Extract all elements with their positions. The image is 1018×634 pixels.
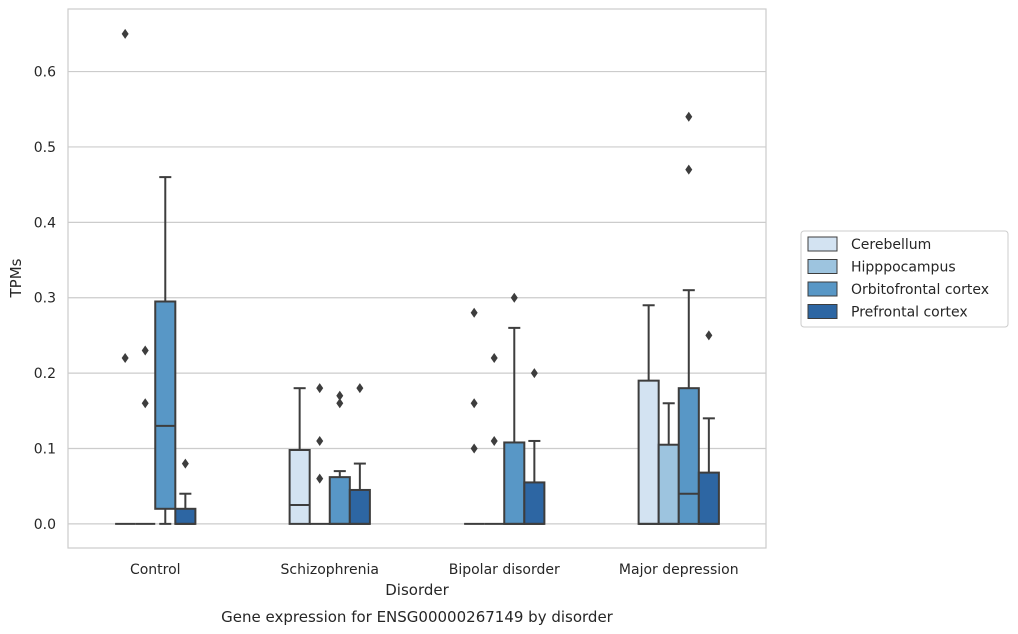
outlier-point bbox=[316, 435, 324, 446]
outlier-point bbox=[470, 398, 478, 409]
box-iqr bbox=[348, 488, 371, 525]
box-iqr bbox=[677, 387, 700, 525]
outlier-point bbox=[685, 164, 693, 175]
outlier-point bbox=[141, 398, 149, 409]
outlier-point bbox=[490, 435, 498, 446]
legend-swatch bbox=[807, 236, 838, 252]
box-prefrontal-cortex bbox=[697, 330, 720, 525]
outlier-point bbox=[141, 345, 149, 356]
box-prefrontal-cortex bbox=[174, 458, 197, 525]
outlier-point bbox=[316, 383, 324, 394]
x-tick-label: Control bbox=[130, 562, 181, 578]
box-iqr bbox=[523, 481, 546, 525]
y-tick-label: 0.3 bbox=[34, 291, 56, 307]
box-iqr bbox=[657, 443, 680, 525]
legend-label: Orbitofrontal cortex bbox=[851, 282, 989, 298]
box-iqr bbox=[174, 507, 197, 525]
box-series bbox=[115, 28, 720, 525]
legend-label: Prefrontal cortex bbox=[851, 305, 968, 321]
y-tick-label: 0.0 bbox=[34, 517, 56, 533]
box-prefrontal-cortex bbox=[523, 368, 546, 525]
x-tick-label: Schizophrenia bbox=[281, 562, 379, 578]
y-tick-label: 0.2 bbox=[34, 366, 56, 382]
outlier-point bbox=[356, 383, 364, 394]
outlier-point bbox=[336, 398, 344, 409]
y-tick-label: 0.4 bbox=[34, 215, 56, 231]
legend-swatch bbox=[807, 281, 838, 297]
y-axis-ticks: 0.0 0.1 0.2 0.3 0.4 0.5 0.6 bbox=[34, 65, 56, 533]
x-tick-label: Major depression bbox=[619, 562, 739, 578]
box-cerebellum bbox=[637, 304, 660, 525]
box-cerebellum bbox=[288, 387, 311, 525]
box-iqr bbox=[697, 471, 720, 525]
y-axis-label: TPMs bbox=[7, 258, 25, 298]
legend-label: Cerebellum bbox=[851, 237, 931, 253]
y-tick-label: 0.6 bbox=[34, 65, 56, 81]
box-iqr bbox=[328, 476, 351, 525]
legend-swatch bbox=[807, 304, 838, 319]
y-tick-label: 0.1 bbox=[34, 441, 56, 457]
plot-frame bbox=[67, 8, 767, 549]
box-hipppocampus bbox=[657, 402, 680, 525]
y-tick-label: 0.5 bbox=[34, 140, 56, 156]
outlier-point bbox=[121, 28, 129, 39]
outlier-point bbox=[685, 111, 693, 122]
box-iqr bbox=[154, 300, 177, 510]
legend-frame bbox=[800, 230, 1009, 328]
outlier-point bbox=[121, 353, 129, 364]
box-hipppocampus bbox=[309, 383, 330, 525]
legend: Cerebellum Hipppocampus Orbitofrontal cort… bbox=[800, 230, 1009, 328]
box-orbitofrontal-cortex bbox=[677, 111, 700, 525]
box-cerebellum bbox=[464, 307, 485, 525]
chart-caption: Gene expression for ENSG00000267149 by d… bbox=[221, 608, 614, 626]
x-axis-label: Disorder bbox=[385, 581, 449, 599]
box-orbitofrontal-cortex bbox=[154, 176, 177, 525]
box-orbitofrontal-cortex bbox=[503, 292, 526, 525]
box-orbitofrontal-cortex bbox=[328, 390, 351, 525]
outlier-point bbox=[316, 473, 324, 484]
outlier-point bbox=[470, 307, 478, 318]
box-iqr bbox=[637, 379, 660, 525]
box-iqr bbox=[503, 441, 526, 525]
outlier-point bbox=[181, 458, 189, 469]
box-hipppocampus bbox=[135, 345, 156, 525]
box-prefrontal-cortex bbox=[348, 383, 371, 525]
legend-swatch bbox=[807, 259, 838, 274]
box-hipppocampus bbox=[484, 353, 505, 525]
outlier-point bbox=[470, 443, 478, 454]
outlier-point bbox=[530, 368, 538, 379]
gridlines bbox=[68, 70, 766, 525]
outlier-point bbox=[705, 330, 713, 341]
x-tick-label: Bipolar disorder bbox=[449, 562, 560, 578]
outlier-point bbox=[336, 390, 344, 401]
box-iqr bbox=[288, 449, 311, 525]
outlier-point bbox=[510, 292, 518, 303]
legend-label: Hipppocampus bbox=[851, 260, 956, 276]
x-axis-ticks: Control Schizophrenia Bipolar disorder Majo… bbox=[130, 562, 739, 578]
outlier-point bbox=[490, 353, 498, 364]
box-cerebellum bbox=[115, 28, 136, 525]
